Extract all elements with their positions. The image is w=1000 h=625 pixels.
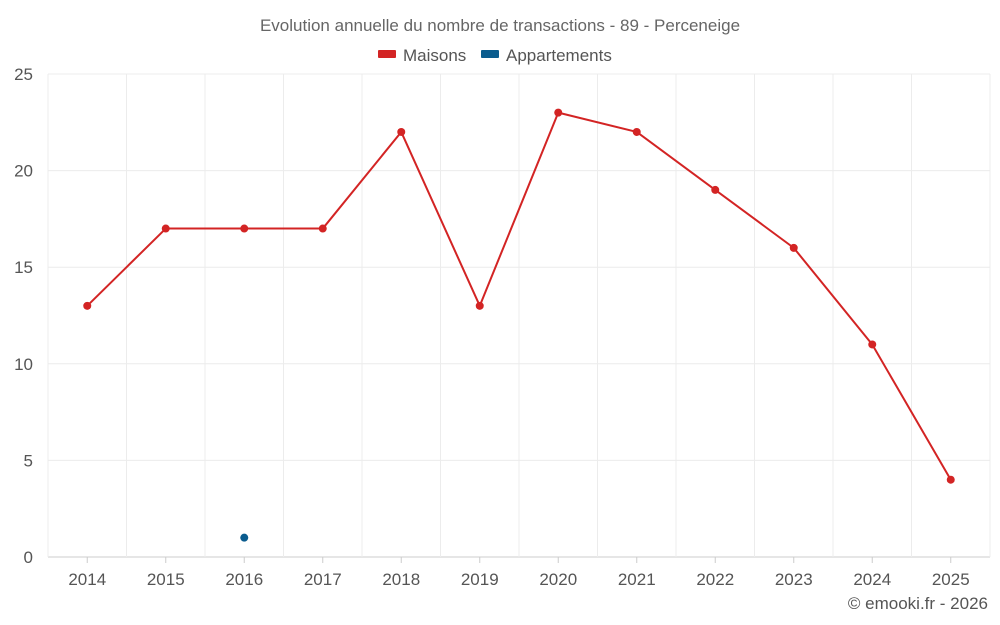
gridlines — [47, 73, 991, 558]
data-point-maisons-2021[interactable] — [632, 127, 641, 136]
y-tick-label: 20 — [14, 162, 33, 181]
chart-title: Evolution annuelle du nombre de transact… — [260, 16, 740, 35]
x-axis-ticks: 2014 2015 2016 2017 2018 2019 2020 2021 2022 2023… — [68, 557, 970, 589]
data-point-maisons-2014[interactable] — [83, 301, 92, 310]
credit-text: © emooki.fr - 2026 — [848, 594, 988, 613]
x-tick-label: 2022 — [696, 570, 734, 589]
data-point-maisons-2020[interactable] — [554, 108, 563, 117]
legend: Maisons Appartements — [378, 46, 612, 65]
x-tick-label: 2023 — [775, 570, 813, 589]
x-tick-label: 2015 — [147, 570, 185, 589]
data-point-maisons-2025[interactable] — [946, 475, 955, 484]
legend-label-maisons[interactable]: Maisons — [403, 46, 466, 65]
data-point-maisons-2017[interactable] — [318, 224, 327, 233]
x-tick-label: 2021 — [618, 570, 656, 589]
data-point-maisons-2019[interactable] — [475, 301, 484, 310]
x-tick-label: 2024 — [853, 570, 891, 589]
y-tick-label: 0 — [24, 548, 33, 567]
legend-swatch-maisons — [378, 50, 396, 58]
data-point-maisons-2018[interactable] — [397, 127, 406, 136]
data-point-maisons-2024[interactable] — [868, 340, 877, 349]
x-tick-label: 2017 — [304, 570, 342, 589]
data-point-maisons-2015[interactable] — [161, 224, 170, 233]
legend-label-appartements[interactable]: Appartements — [506, 46, 612, 65]
y-tick-label: 10 — [14, 355, 33, 374]
x-tick-label: 2018 — [382, 570, 420, 589]
series-line-maisons — [86, 111, 952, 481]
data-point-maisons-2022[interactable] — [711, 185, 720, 194]
x-tick-label: 2020 — [539, 570, 577, 589]
y-tick-label: 25 — [14, 65, 33, 84]
data-point-appartements-2016[interactable] — [240, 533, 249, 542]
series — [83, 108, 955, 542]
x-tick-label: 2016 — [225, 570, 263, 589]
x-tick-label: 2014 — [68, 570, 106, 589]
y-tick-label: 15 — [14, 258, 33, 277]
y-tick-label: 5 — [24, 451, 33, 470]
data-point-maisons-2016[interactable] — [240, 224, 249, 233]
legend-swatch-appartements — [481, 50, 499, 58]
data-point-maisons-2023[interactable] — [789, 243, 798, 252]
y-axis-ticks: 0 5 10 15 20 25 — [14, 65, 33, 567]
x-tick-label: 2025 — [932, 570, 970, 589]
x-tick-label: 2019 — [461, 570, 499, 589]
